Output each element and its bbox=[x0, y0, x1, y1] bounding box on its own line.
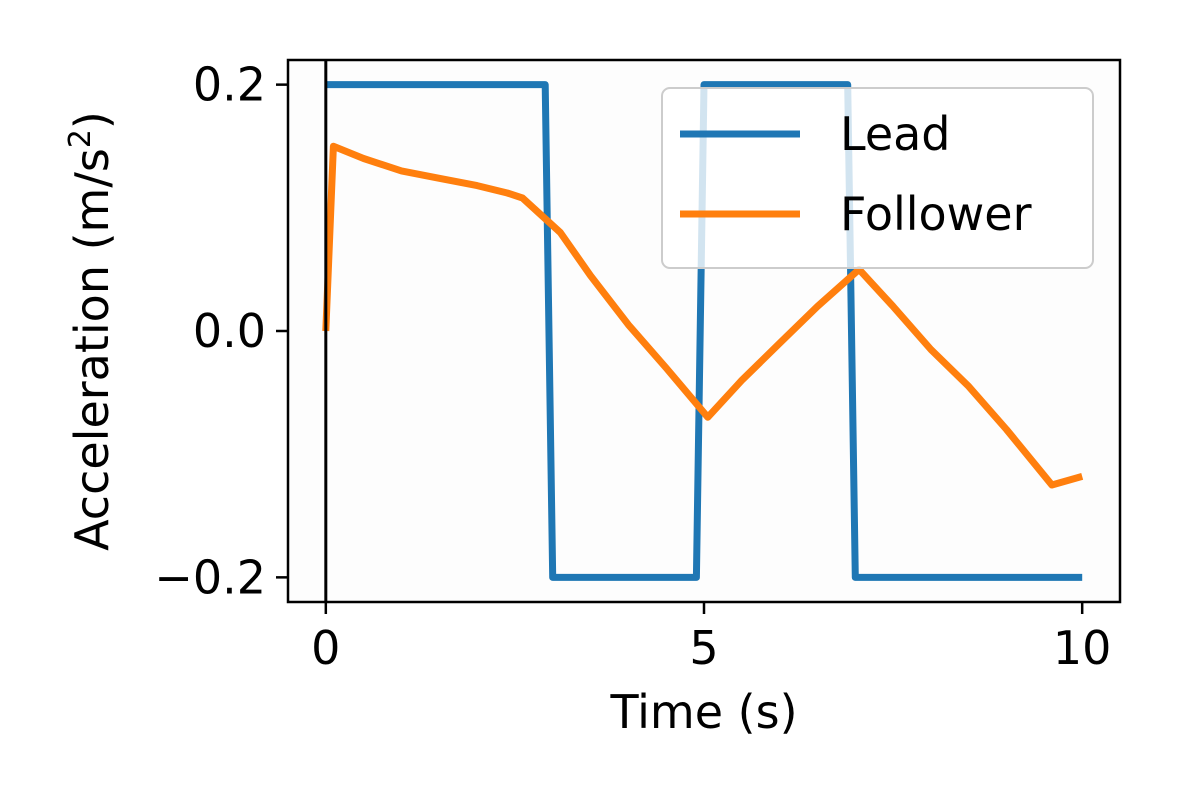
series-layer bbox=[322, 81, 1084, 581]
legend-label-follower: Follower bbox=[840, 187, 1032, 241]
y-axis-label: Acceleration (m/s2) bbox=[63, 111, 119, 551]
series-line-follower bbox=[322, 142, 1084, 489]
legend: Lead Follower bbox=[661, 87, 1094, 269]
y-axis-label-close: ) bbox=[65, 111, 119, 129]
y-tick-label: 0.2 bbox=[193, 58, 266, 112]
x-tick-label: 10 bbox=[1053, 621, 1112, 675]
y-axis-label-main: Acceleration (m/s bbox=[65, 148, 119, 551]
x-tick-label: 5 bbox=[689, 621, 718, 675]
x-axis-label: Time (s) bbox=[609, 685, 797, 739]
y-tick-label: 0.0 bbox=[193, 304, 266, 358]
x-tick-label: 0 bbox=[311, 621, 340, 675]
y-axis-label-superscript: 2 bbox=[63, 129, 98, 148]
y-tick-label: −0.2 bbox=[154, 550, 266, 604]
series-line-lead bbox=[325, 81, 1083, 581]
legend-label-lead: Lead bbox=[840, 107, 951, 161]
y-axis-ticks: 0.2 0.0 −0.2 bbox=[154, 58, 288, 604]
x-axis-ticks: 0 5 10 bbox=[311, 602, 1111, 675]
